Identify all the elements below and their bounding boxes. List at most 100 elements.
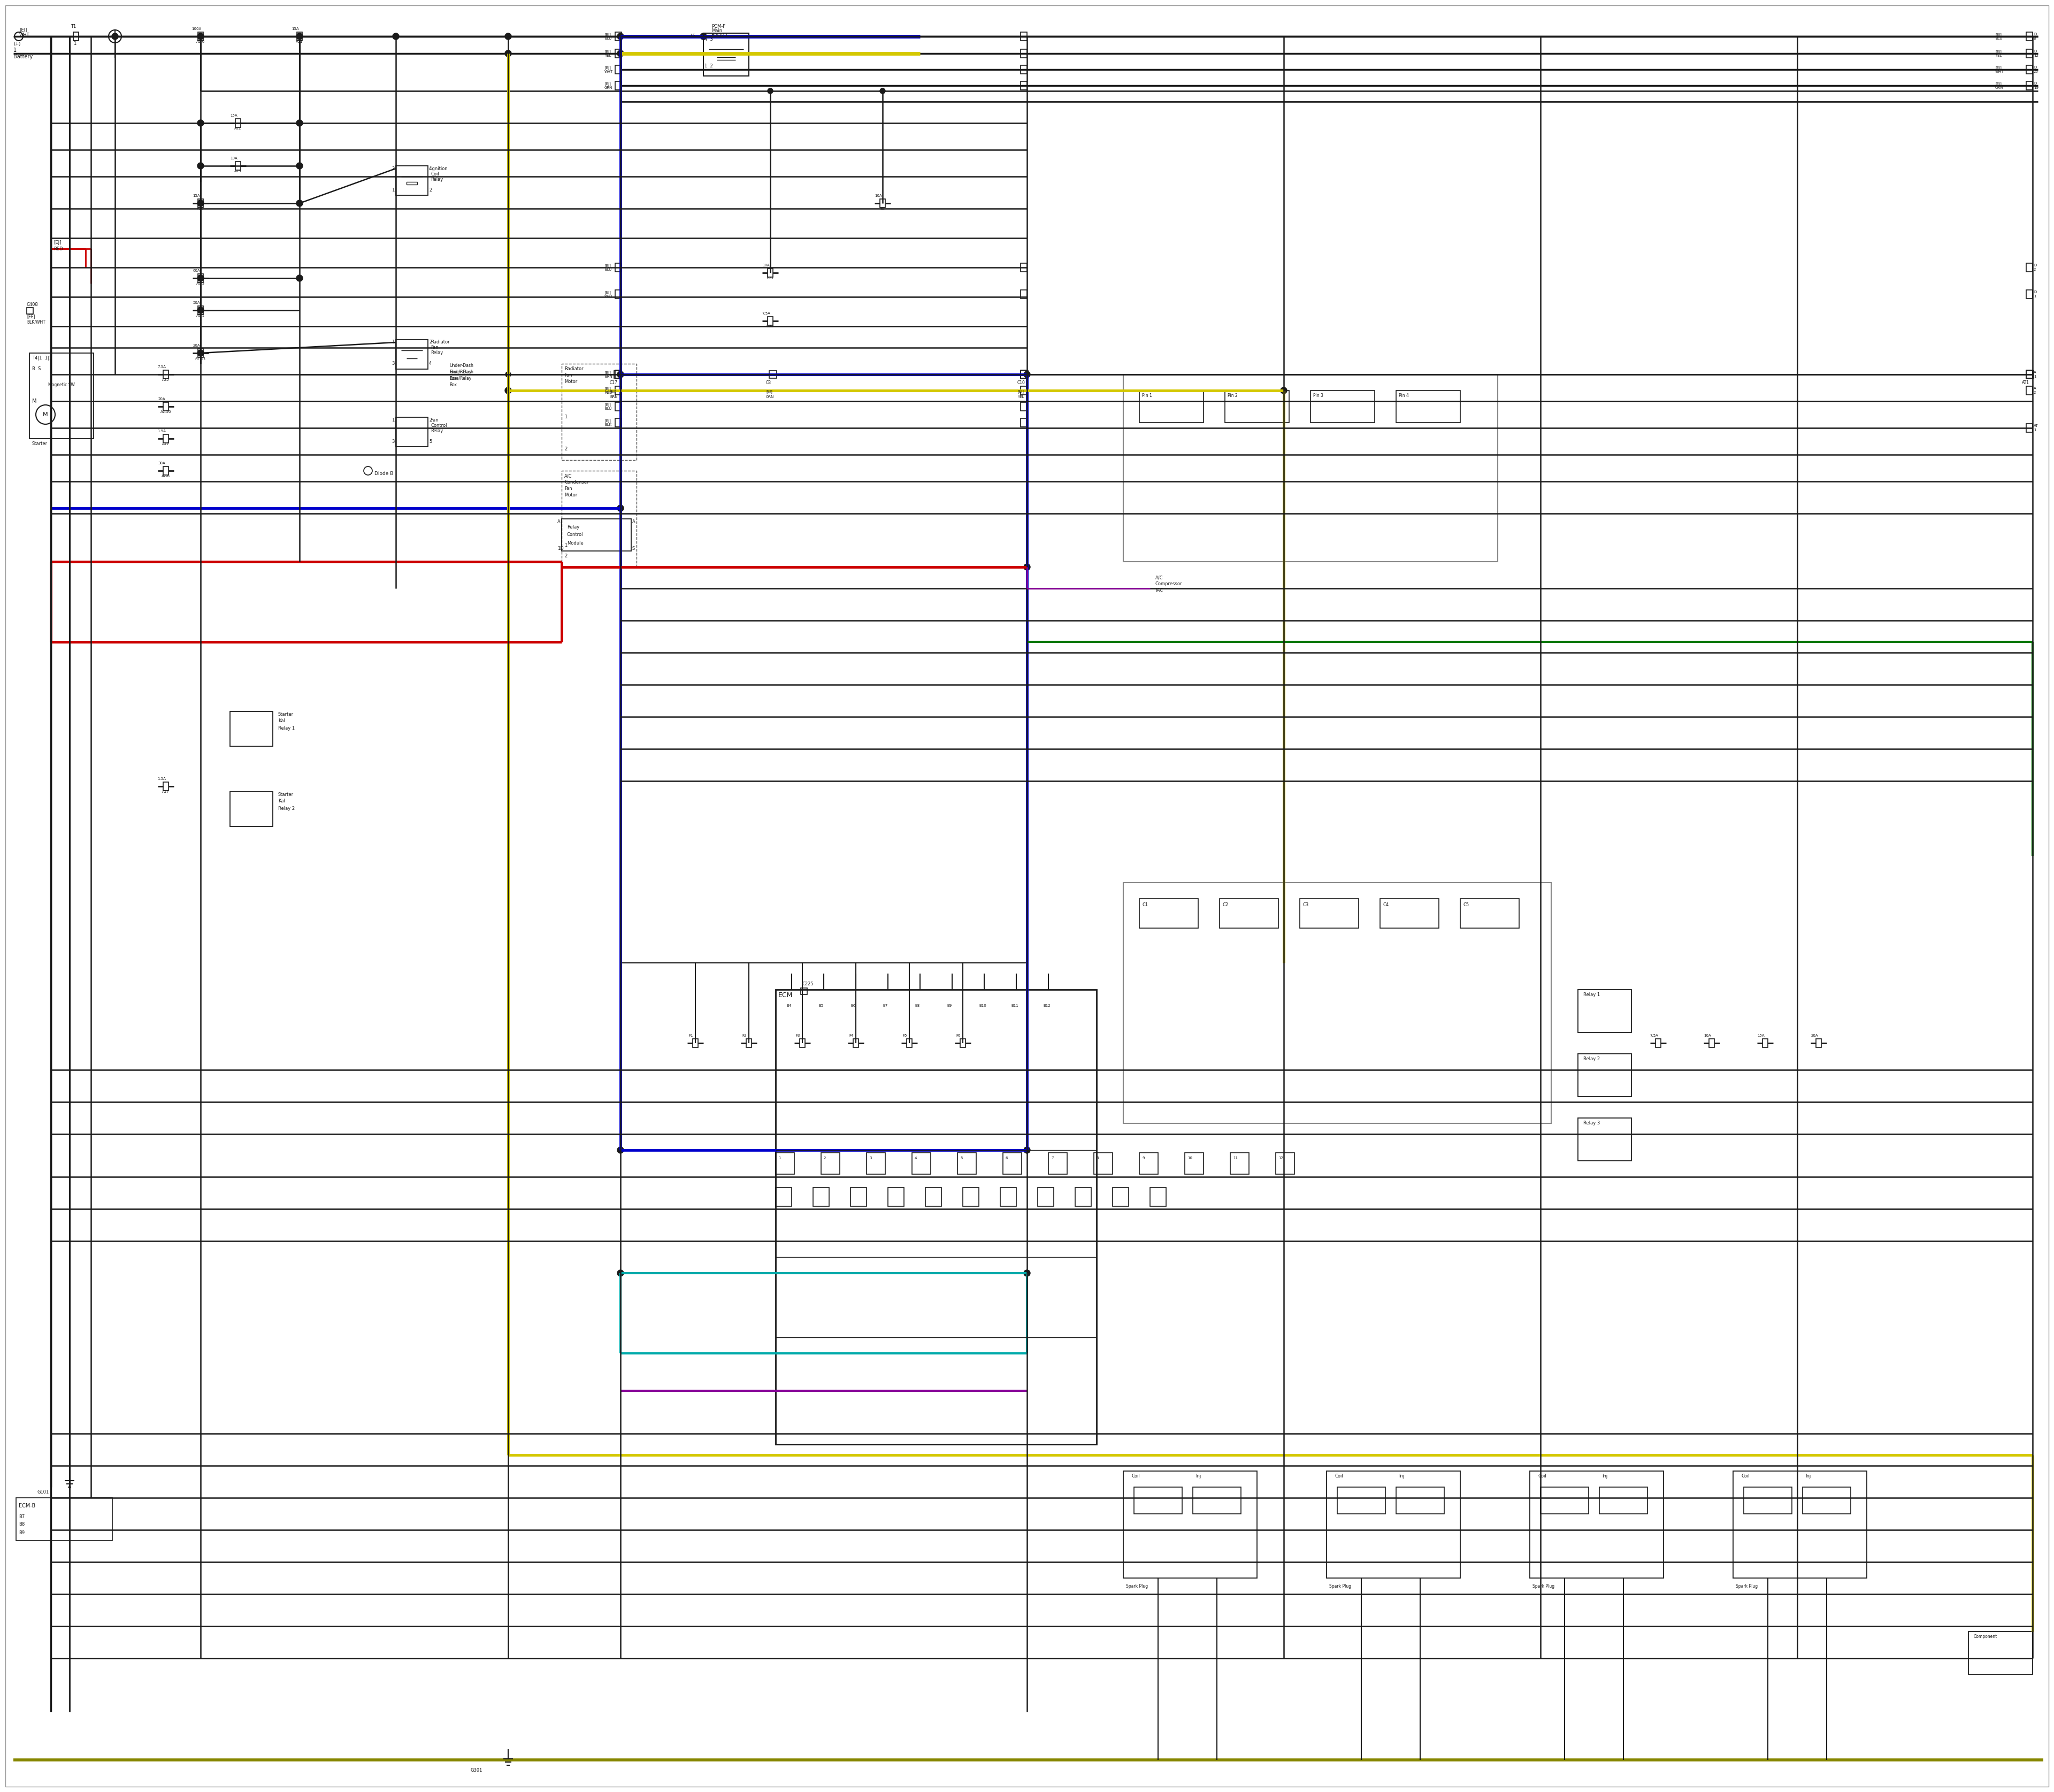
Text: A17: A17 <box>162 443 170 446</box>
Bar <box>867 1152 885 1174</box>
Circle shape <box>197 276 203 281</box>
Text: Magnetic SW: Magnetic SW <box>47 383 74 387</box>
Text: 3: 3 <box>869 1156 871 1159</box>
Bar <box>27 308 33 314</box>
Bar <box>1150 1188 1167 1206</box>
Circle shape <box>618 505 622 511</box>
Text: 2: 2 <box>429 340 431 344</box>
Text: 7.5A: 7.5A <box>762 312 770 315</box>
Bar <box>1048 1152 1068 1174</box>
Bar <box>614 371 622 378</box>
Text: M: M <box>43 412 47 418</box>
Circle shape <box>197 34 203 39</box>
Text: G101: G101 <box>37 1489 49 1495</box>
Text: 1.5A: 1.5A <box>158 430 166 432</box>
Text: Inj: Inj <box>1805 1475 1812 1478</box>
Text: YEL: YEL <box>1017 396 1025 398</box>
Circle shape <box>1023 1147 1031 1154</box>
Text: 1: 1 <box>74 41 76 47</box>
Text: Module: Module <box>567 541 583 545</box>
Text: AT
1: AT 1 <box>2033 425 2038 432</box>
Bar <box>2025 81 2033 90</box>
Text: [EJ]
RED: [EJ] RED <box>604 387 612 394</box>
Text: Diode B: Diode B <box>374 471 394 477</box>
Text: 20A: 20A <box>1812 1034 1818 1038</box>
Text: 2: 2 <box>429 188 431 192</box>
Text: [EJ]
WHT: [EJ] WHT <box>1994 66 2005 73</box>
Text: C225: C225 <box>803 982 813 987</box>
Bar <box>162 434 168 443</box>
Bar <box>298 32 302 41</box>
Text: 7.5A: 7.5A <box>1649 1034 1658 1038</box>
Text: [EJ]
WHT: [EJ] WHT <box>604 290 614 297</box>
Text: 1: 1 <box>392 188 394 192</box>
Text: A22: A22 <box>234 127 242 131</box>
Bar <box>1300 898 1358 928</box>
Circle shape <box>197 308 203 314</box>
Text: Under-Dash: Under-Dash <box>450 364 472 369</box>
Bar <box>1220 898 1278 928</box>
Bar <box>702 34 750 75</box>
Text: A2-50: A2-50 <box>160 410 170 414</box>
Text: Inj: Inj <box>1195 1475 1202 1478</box>
Text: C408: C408 <box>27 303 39 306</box>
Bar <box>29 353 94 439</box>
Text: Control: Control <box>567 532 583 538</box>
Bar <box>162 371 168 378</box>
Bar <box>614 387 622 394</box>
Text: C8: C8 <box>766 380 772 385</box>
Text: 5: 5 <box>959 1156 963 1159</box>
Bar <box>1037 1188 1054 1206</box>
Bar <box>614 65 622 73</box>
Bar <box>1577 1054 1631 1097</box>
Bar <box>1600 1487 1647 1514</box>
Text: [EJ]
GRN: [EJ] GRN <box>604 82 612 90</box>
Text: 12: 12 <box>1278 1156 1284 1159</box>
Text: Starter: Starter <box>277 711 294 717</box>
Text: A29: A29 <box>234 170 242 172</box>
Circle shape <box>296 163 302 168</box>
Bar <box>1530 1471 1664 1579</box>
Text: 10A: 10A <box>1703 1034 1711 1038</box>
Bar <box>1095 1152 1113 1174</box>
Text: 6: 6 <box>1006 1156 1009 1159</box>
Text: B7: B7 <box>18 1514 25 1520</box>
Bar <box>2025 263 2033 272</box>
Bar <box>813 1188 830 1206</box>
Text: A21: A21 <box>296 39 304 43</box>
Bar <box>768 269 772 278</box>
Text: [EJ]
BRN: [EJ] BRN <box>604 371 612 378</box>
Bar <box>959 1039 965 1047</box>
Bar <box>957 1152 976 1174</box>
Circle shape <box>879 88 885 93</box>
Bar <box>1185 1152 1204 1174</box>
Text: C1: C1 <box>1142 903 1148 907</box>
Text: Control: Control <box>431 423 448 428</box>
Text: BLK/WHT: BLK/WHT <box>27 319 45 324</box>
Bar <box>776 1188 791 1206</box>
Text: A17: A17 <box>162 790 170 794</box>
Text: 10A: 10A <box>230 156 238 159</box>
Bar <box>1540 1487 1588 1514</box>
Bar <box>16 1498 113 1541</box>
Text: WHT: WHT <box>18 32 29 38</box>
Text: A2-1: A2-1 <box>197 314 205 317</box>
Bar <box>1709 1039 1715 1047</box>
Text: L5: L5 <box>690 34 696 38</box>
Bar <box>1140 898 1197 928</box>
Text: 3: 3 <box>392 439 394 444</box>
Text: [EJ]: [EJ] <box>766 391 772 394</box>
Text: 1: 1 <box>14 48 16 54</box>
Text: Kal: Kal <box>277 719 286 724</box>
Text: 4  3: 4 3 <box>705 38 713 41</box>
Bar <box>2025 387 2033 394</box>
Text: 1D: 1D <box>557 547 563 550</box>
Text: ECM-B: ECM-B <box>18 1503 35 1509</box>
Bar <box>620 962 1027 1150</box>
Text: Compressor: Compressor <box>1154 582 1183 586</box>
Text: 9: 9 <box>1142 1156 1144 1159</box>
Circle shape <box>505 387 511 394</box>
Text: 10A: 10A <box>762 263 770 267</box>
Text: Inj: Inj <box>1399 1475 1405 1478</box>
Bar <box>1744 1487 1791 1514</box>
